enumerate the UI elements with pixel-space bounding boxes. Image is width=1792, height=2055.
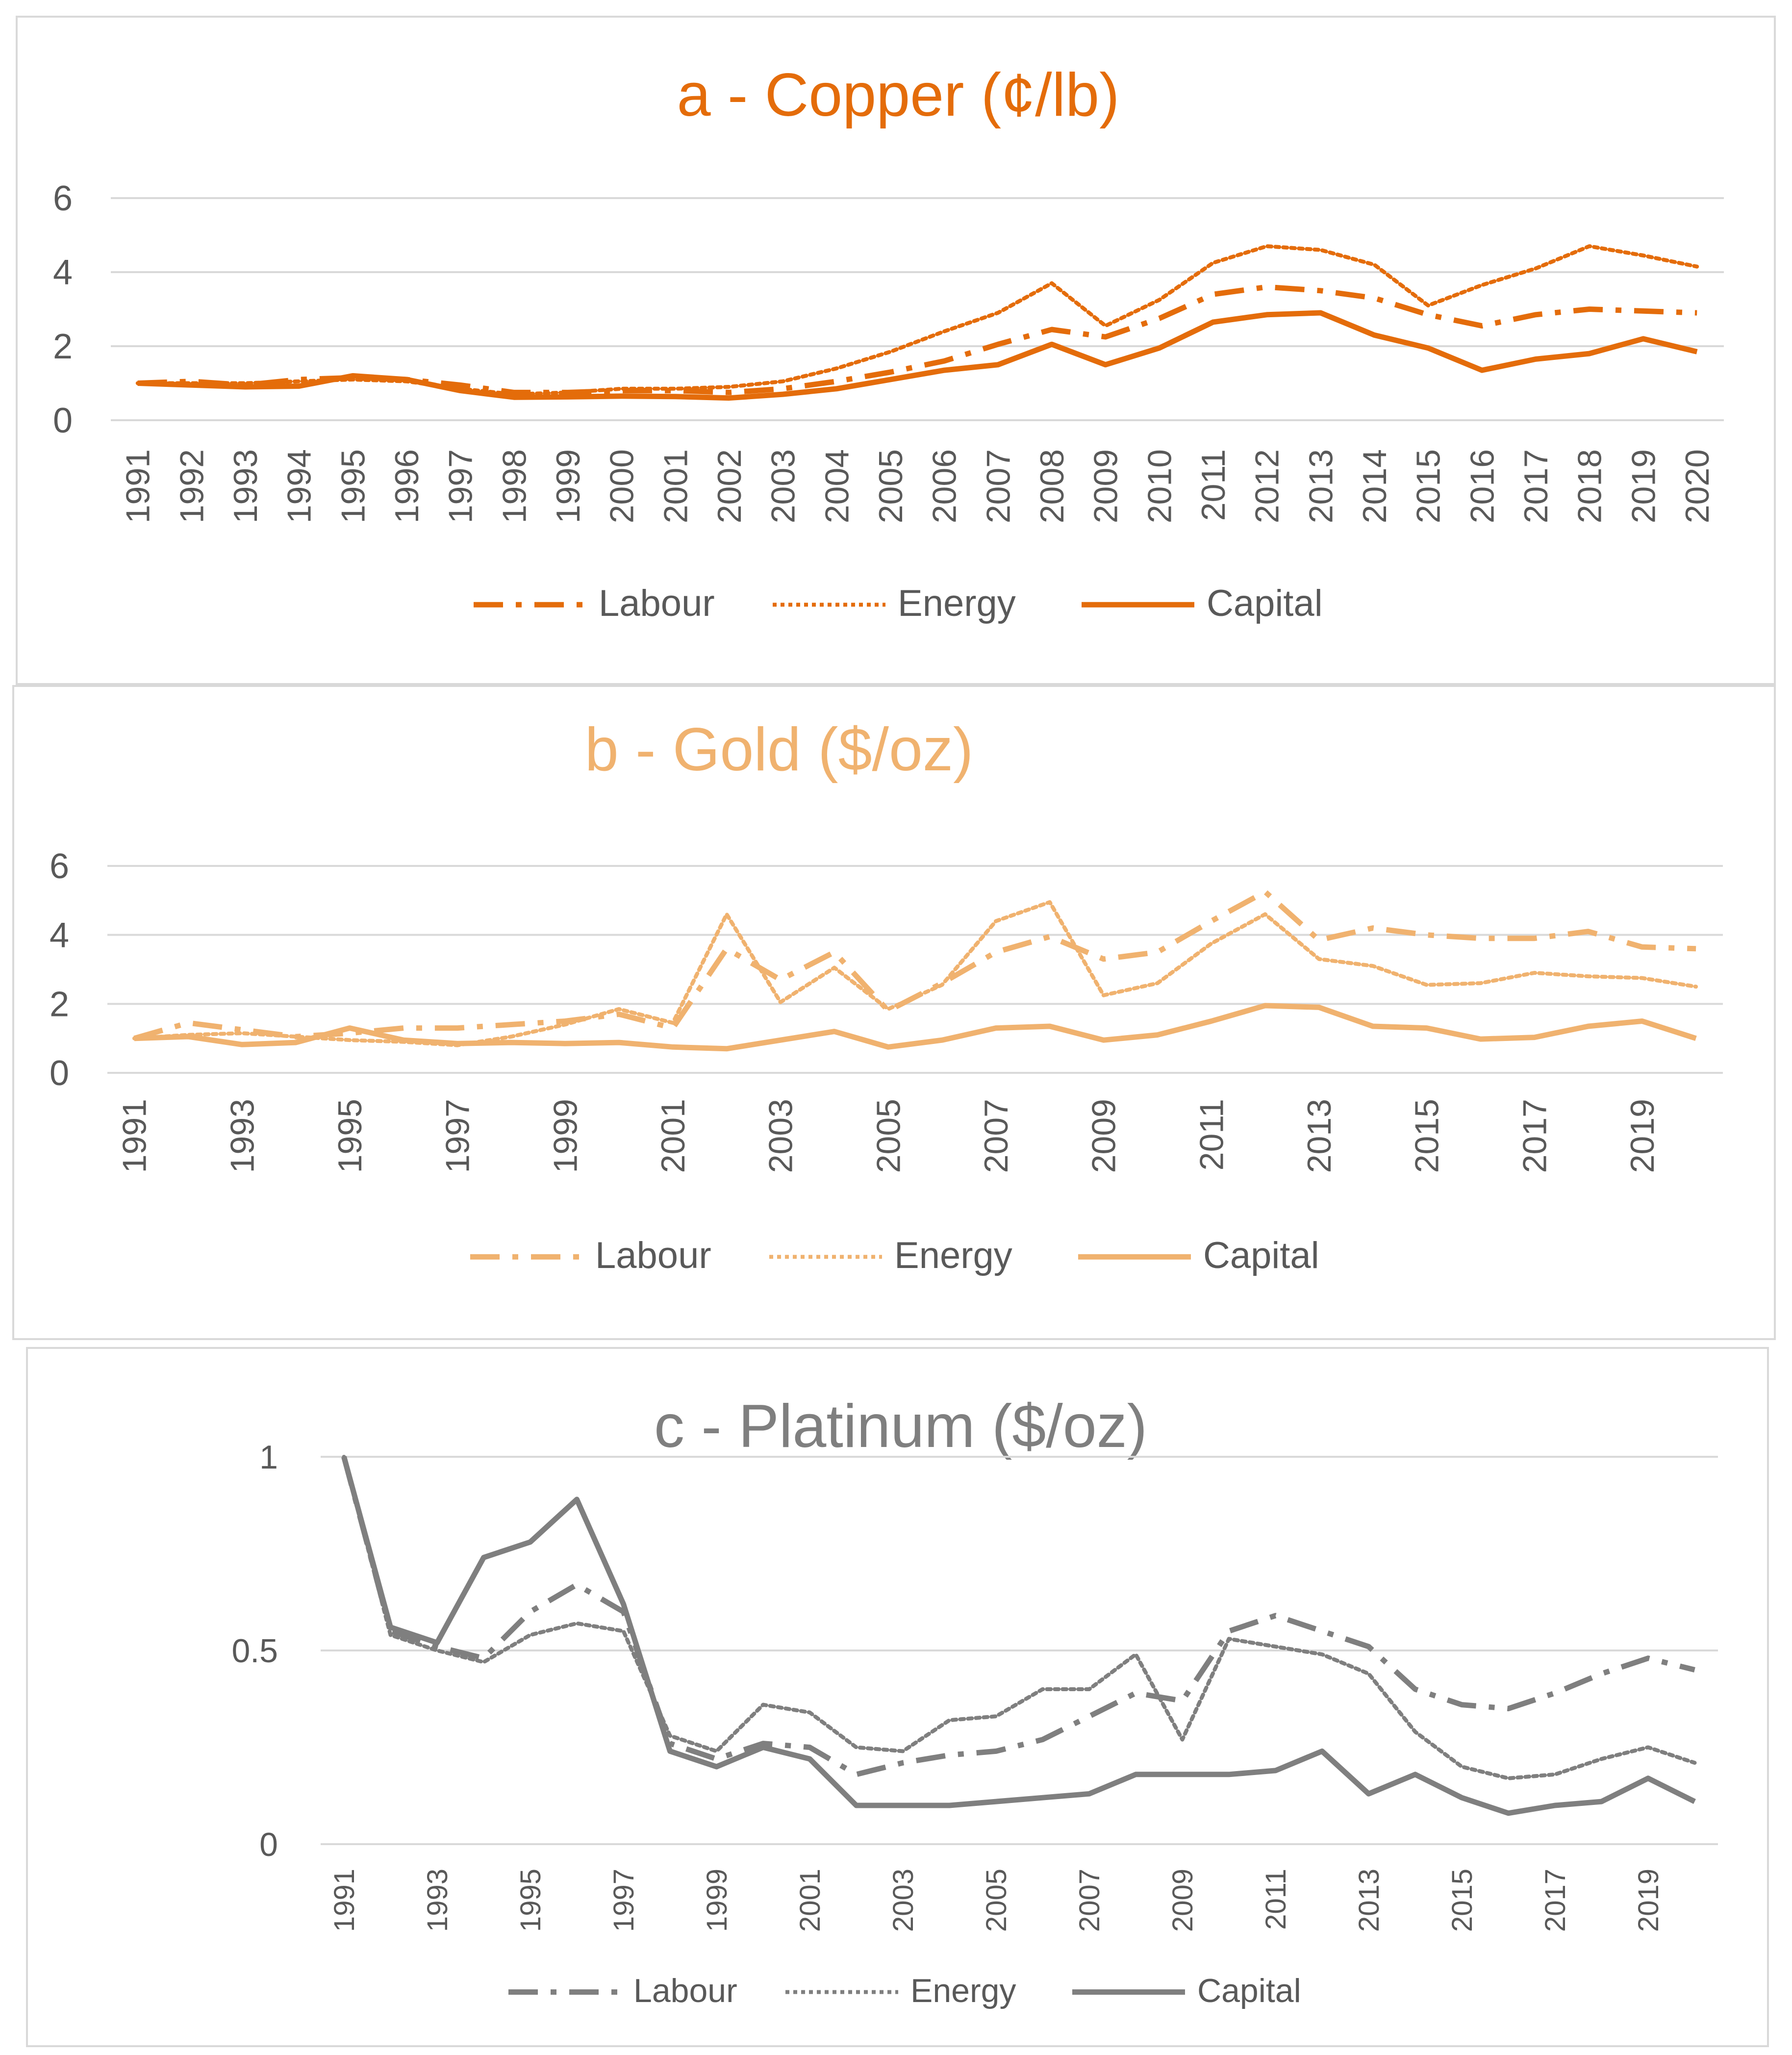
x-tick-label: 1991 [328,1869,360,1932]
x-tick-label: 1999 [550,449,587,523]
x-tick-label: 1997 [442,449,480,523]
x-tick-label: 1993 [422,1869,454,1932]
y-tick-label: 4 [50,916,69,955]
series-line-labour [133,889,1696,1041]
x-tick-label: 2007 [980,449,1017,523]
legend-label-capital: Capital [1203,1235,1319,1276]
legend-label-energy: Energy [910,1972,1016,2009]
x-tick-label: 2015 [1410,449,1447,523]
x-tick-label: 2015 [1409,1099,1446,1173]
x-tick-label: 2011 [1193,1099,1230,1170]
x-tick-label: 2009 [1087,449,1125,523]
x-tick-label: 2007 [1074,1869,1106,1932]
x-tick-label: 2005 [981,1869,1012,1932]
y-tick-label: 1 [259,1439,278,1476]
x-tick-label: 2013 [1353,1869,1385,1932]
x-tick-label: 2014 [1356,449,1393,523]
x-tick-label: 1995 [334,449,372,523]
x-tick-label: 2017 [1517,449,1555,523]
x-tick-label: 2019 [1624,1099,1661,1173]
x-tick-label: 1992 [173,449,210,523]
x-tick-label: 1999 [547,1099,584,1173]
x-tick-label: 2007 [978,1099,1015,1173]
x-tick-label: 2019 [1625,449,1662,523]
x-tick-label: 2011 [1260,1869,1292,1930]
y-tick-label: 2 [53,327,73,366]
x-tick-label: 2003 [762,1099,800,1173]
x-tick-label: 2009 [1167,1869,1199,1932]
x-tick-label: 2003 [765,449,802,523]
x-tick-label: 1997 [439,1099,477,1173]
x-tick-label: 1991 [116,1099,153,1173]
legend-label-capital: Capital [1207,583,1323,624]
y-tick-label: 0 [50,1054,69,1093]
chart-panel-copper: a - Copper (¢/lb) 0 2 4 6 1991 1992 1993 1994 199… [16,16,1776,685]
y-tick-label: 6 [53,179,73,218]
legend-label-labour: Labour [633,1972,737,2009]
x-tick-label: 2006 [926,449,963,523]
x-tick-label: 1993 [224,1099,261,1173]
x-tick-label: 2017 [1516,1099,1553,1173]
x-tick-label: 2001 [657,449,694,523]
x-tick-label: 2011 [1195,449,1232,521]
x-tick-label: 1995 [331,1099,369,1173]
series-line-energy [342,1455,1697,1780]
x-tick-label: 2012 [1249,449,1286,523]
x-tick-label: 1998 [496,449,533,523]
x-tick-label: 2005 [872,449,909,523]
x-tick-label: 2008 [1034,449,1071,523]
x-tick-label: 2013 [1302,449,1339,523]
legend-label-energy: Energy [894,1235,1012,1276]
x-tick-label: 2001 [794,1869,826,1932]
x-tick-label: 2010 [1141,449,1178,523]
series-line-capital [137,310,1698,401]
legend-label-labour: Labour [595,1235,711,1276]
y-tick-label: 4 [53,253,73,292]
x-tick-label: 2019 [1633,1869,1665,1932]
chart-copper: a - Copper (¢/lb) 0 2 4 6 1991 1992 1993 1994 199… [53,61,1724,624]
chart-panel-platinum: c - Platinum ($/oz) 0 0.5 1 1991 1993 1995 1997… [26,1347,1769,2047]
x-tick-label: 2013 [1301,1099,1338,1173]
y-tick-label: 0 [53,401,73,440]
x-tick-label: 2001 [655,1099,692,1173]
chart-platinum: c - Platinum ($/oz) 0 0.5 1 1991 1993 1995 1997… [231,1393,1718,2009]
x-tick-label: 2003 [887,1869,919,1932]
x-tick-label: 1996 [388,449,426,523]
x-tick-label: 2015 [1446,1869,1478,1932]
legend-label-energy: Energy [898,583,1016,624]
x-tick-label: 1994 [281,449,318,523]
x-tick-label: 1993 [227,449,264,523]
x-tick-label: 1999 [701,1869,733,1932]
y-tick-label: 6 [50,847,69,886]
chart-title-platinum: c - Platinum ($/oz) [654,1393,1147,1460]
x-tick-label: 2002 [711,449,748,523]
x-tick-label: 2004 [818,449,856,523]
y-tick-label: 0.5 [231,1632,278,1670]
x-tick-label: 2000 [604,449,641,523]
series-line-capital [134,1003,1697,1052]
chart-panel-gold: b - Gold ($/oz) 0 2 4 6 1991 1993 1995 1997 1999 2… [12,685,1776,1340]
chart-title-copper: a - Copper (¢/lb) [677,61,1120,129]
x-tick-label: 2016 [1464,449,1501,523]
y-tick-label: 0 [259,1826,278,1863]
series-line-capital [341,1456,1696,1816]
chart-title-gold: b - Gold ($/oz) [585,716,974,784]
x-tick-label: 2005 [870,1099,907,1173]
x-tick-label: 2020 [1679,449,1716,523]
x-tick-label: 1997 [608,1869,640,1932]
series-line-energy [132,900,1698,1047]
x-tick-label: 1995 [515,1869,547,1932]
series-line-labour [341,1456,1695,1777]
x-tick-label: 2017 [1540,1869,1571,1932]
x-tick-label: 1991 [120,449,157,523]
x-tick-label: 2009 [1085,1099,1123,1173]
y-tick-label: 2 [50,985,69,1024]
legend-label-labour: Labour [599,583,715,624]
chart-gold: b - Gold ($/oz) 0 2 4 6 1991 1993 1995 1997 1999 2… [50,716,1723,1276]
x-tick-label: 2018 [1571,449,1609,523]
legend-label-capital: Capital [1197,1972,1301,2009]
